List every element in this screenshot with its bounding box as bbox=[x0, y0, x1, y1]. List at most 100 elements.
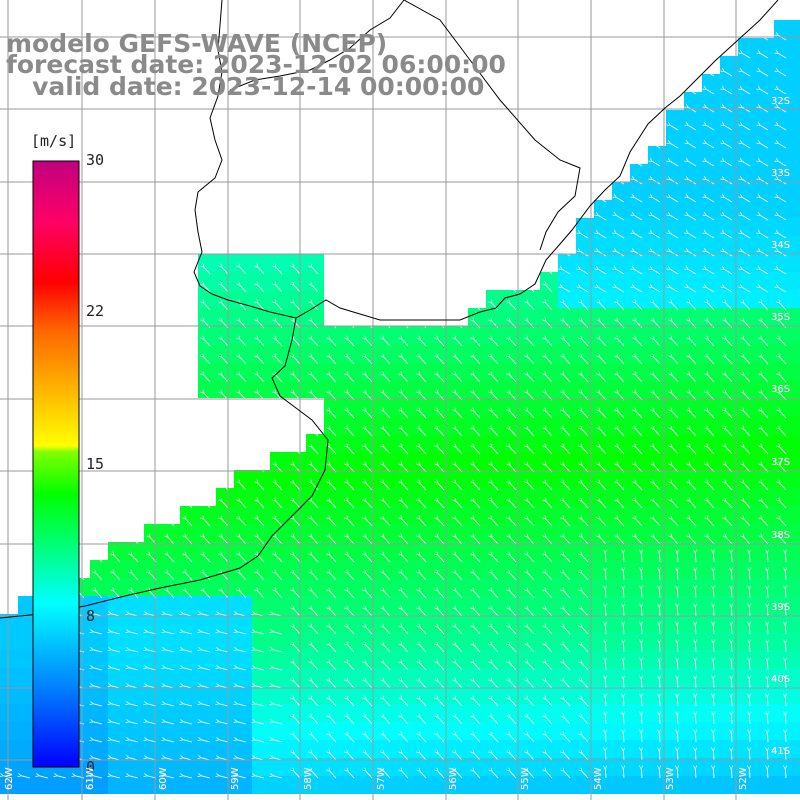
wind-speed-cell bbox=[648, 326, 666, 344]
wind-speed-cell bbox=[306, 254, 324, 272]
wind-speed-cell bbox=[774, 506, 792, 524]
wind-vector-arrow bbox=[582, 735, 589, 743]
wind-speed-cell bbox=[450, 704, 468, 722]
wind-speed-cell bbox=[756, 200, 774, 218]
wind-speed-cell bbox=[504, 632, 522, 650]
wind-speed-cell bbox=[684, 632, 702, 650]
wind-speed-cell bbox=[612, 722, 630, 740]
wind-speed-cell bbox=[648, 452, 666, 470]
wind-speed-cell bbox=[486, 776, 504, 794]
wind-speed-cell bbox=[450, 416, 468, 434]
wind-vector-arrow bbox=[384, 537, 391, 545]
wind-speed-cell bbox=[756, 272, 774, 290]
wind-vector-arrow bbox=[636, 411, 643, 419]
wind-vector-arrow bbox=[726, 303, 733, 311]
wind-speed-cell bbox=[522, 434, 540, 452]
wind-vector-arrow bbox=[420, 357, 427, 365]
wind-vector-arrow bbox=[492, 627, 499, 635]
wind-speed-cell bbox=[198, 740, 216, 758]
wind-speed-cell bbox=[702, 542, 720, 560]
wind-vector-arrow bbox=[731, 697, 732, 707]
wind-speed-cell bbox=[738, 272, 756, 290]
wind-vector-arrow bbox=[438, 699, 445, 707]
wind-vector-arrow bbox=[219, 668, 229, 671]
wind-speed-cell bbox=[342, 650, 360, 668]
wind-vector-arrow bbox=[726, 501, 733, 509]
wind-speed-cell bbox=[252, 290, 270, 308]
wind-vector-arrow bbox=[420, 681, 427, 689]
wind-speed-cell bbox=[198, 380, 216, 398]
wind-vector-arrow bbox=[186, 573, 193, 581]
wind-speed-cell bbox=[720, 308, 738, 326]
wind-speed-cell bbox=[594, 344, 612, 362]
wind-vector-arrow bbox=[312, 717, 319, 725]
wind-speed-cell bbox=[216, 686, 234, 704]
wind-vector-arrow bbox=[312, 339, 319, 347]
wind-speed-cell bbox=[648, 236, 666, 254]
wind-speed-cell bbox=[612, 560, 630, 578]
wind-speed-cell bbox=[324, 362, 342, 380]
wind-vector-arrow bbox=[438, 519, 445, 527]
wind-vector-arrow bbox=[528, 339, 535, 347]
wind-vector-arrow bbox=[641, 733, 642, 743]
wind-speed-cell bbox=[162, 722, 180, 740]
wind-speed-cell bbox=[756, 56, 774, 74]
wind-vector-arrow bbox=[780, 447, 787, 455]
wind-speed-cell bbox=[396, 776, 414, 794]
wind-speed-cell bbox=[234, 758, 252, 776]
wind-vector-arrow bbox=[546, 519, 553, 527]
wind-vector-arrow bbox=[204, 285, 211, 293]
wind-vector-arrow bbox=[690, 447, 697, 455]
wind-speed-cell bbox=[288, 272, 306, 290]
wind-vector-arrow bbox=[384, 663, 391, 671]
wind-speed-cell bbox=[738, 38, 756, 56]
wind-speed-cell bbox=[540, 470, 558, 488]
wind-speed-cell bbox=[594, 614, 612, 632]
wind-speed-cell bbox=[594, 668, 612, 686]
wind-speed-cell bbox=[486, 596, 504, 614]
wind-vector-arrow bbox=[204, 519, 211, 527]
wind-speed-cell bbox=[414, 326, 432, 344]
wind-speed-cell bbox=[324, 488, 342, 506]
wind-vector-arrow bbox=[492, 501, 499, 509]
wind-speed-cell bbox=[756, 614, 774, 632]
lon-label: 61W bbox=[85, 767, 96, 790]
wind-vector-arrow bbox=[474, 591, 481, 599]
wind-speed-cell bbox=[738, 74, 756, 92]
wind-speed-cell bbox=[252, 776, 270, 794]
wind-vector-arrow bbox=[330, 375, 337, 383]
wind-vector-arrow bbox=[384, 735, 391, 743]
wind-speed-cell bbox=[378, 524, 396, 542]
wind-speed-cell bbox=[90, 722, 108, 740]
wind-speed-cell bbox=[288, 596, 306, 614]
wind-speed-cell bbox=[432, 470, 450, 488]
wind-vector-arrow bbox=[546, 681, 553, 689]
wind-vector-arrow bbox=[294, 375, 301, 383]
wind-vector-arrow bbox=[276, 339, 283, 347]
wind-speed-cell bbox=[720, 272, 738, 290]
wind-vector-arrow bbox=[528, 573, 535, 581]
wind-speed-cell bbox=[414, 632, 432, 650]
wind-speed-cell bbox=[306, 542, 324, 560]
wind-vector-arrow bbox=[456, 501, 463, 509]
wind-vector-arrow bbox=[330, 429, 337, 437]
wind-vector-arrow bbox=[652, 269, 661, 275]
wind-vector-arrow bbox=[528, 429, 535, 437]
wind-speed-cell bbox=[594, 488, 612, 506]
wind-vector-arrow bbox=[255, 722, 265, 725]
wind-speed-cell bbox=[756, 722, 774, 740]
wind-vector-arrow bbox=[528, 519, 535, 527]
wind-speed-cell bbox=[558, 524, 576, 542]
wind-speed-cell bbox=[522, 344, 540, 362]
wind-speed-cell bbox=[396, 560, 414, 578]
wind-speed-cell bbox=[324, 398, 342, 416]
wind-vector-arrow bbox=[616, 269, 625, 275]
wind-speed-cell bbox=[126, 632, 144, 650]
wind-speed-cell bbox=[414, 434, 432, 452]
wind-vector-arrow bbox=[474, 627, 481, 635]
wind-vector-arrow bbox=[582, 609, 589, 617]
wind-vector-arrow bbox=[528, 537, 535, 545]
wind-vector-arrow bbox=[600, 321, 607, 329]
wind-vector-arrow bbox=[546, 573, 553, 581]
